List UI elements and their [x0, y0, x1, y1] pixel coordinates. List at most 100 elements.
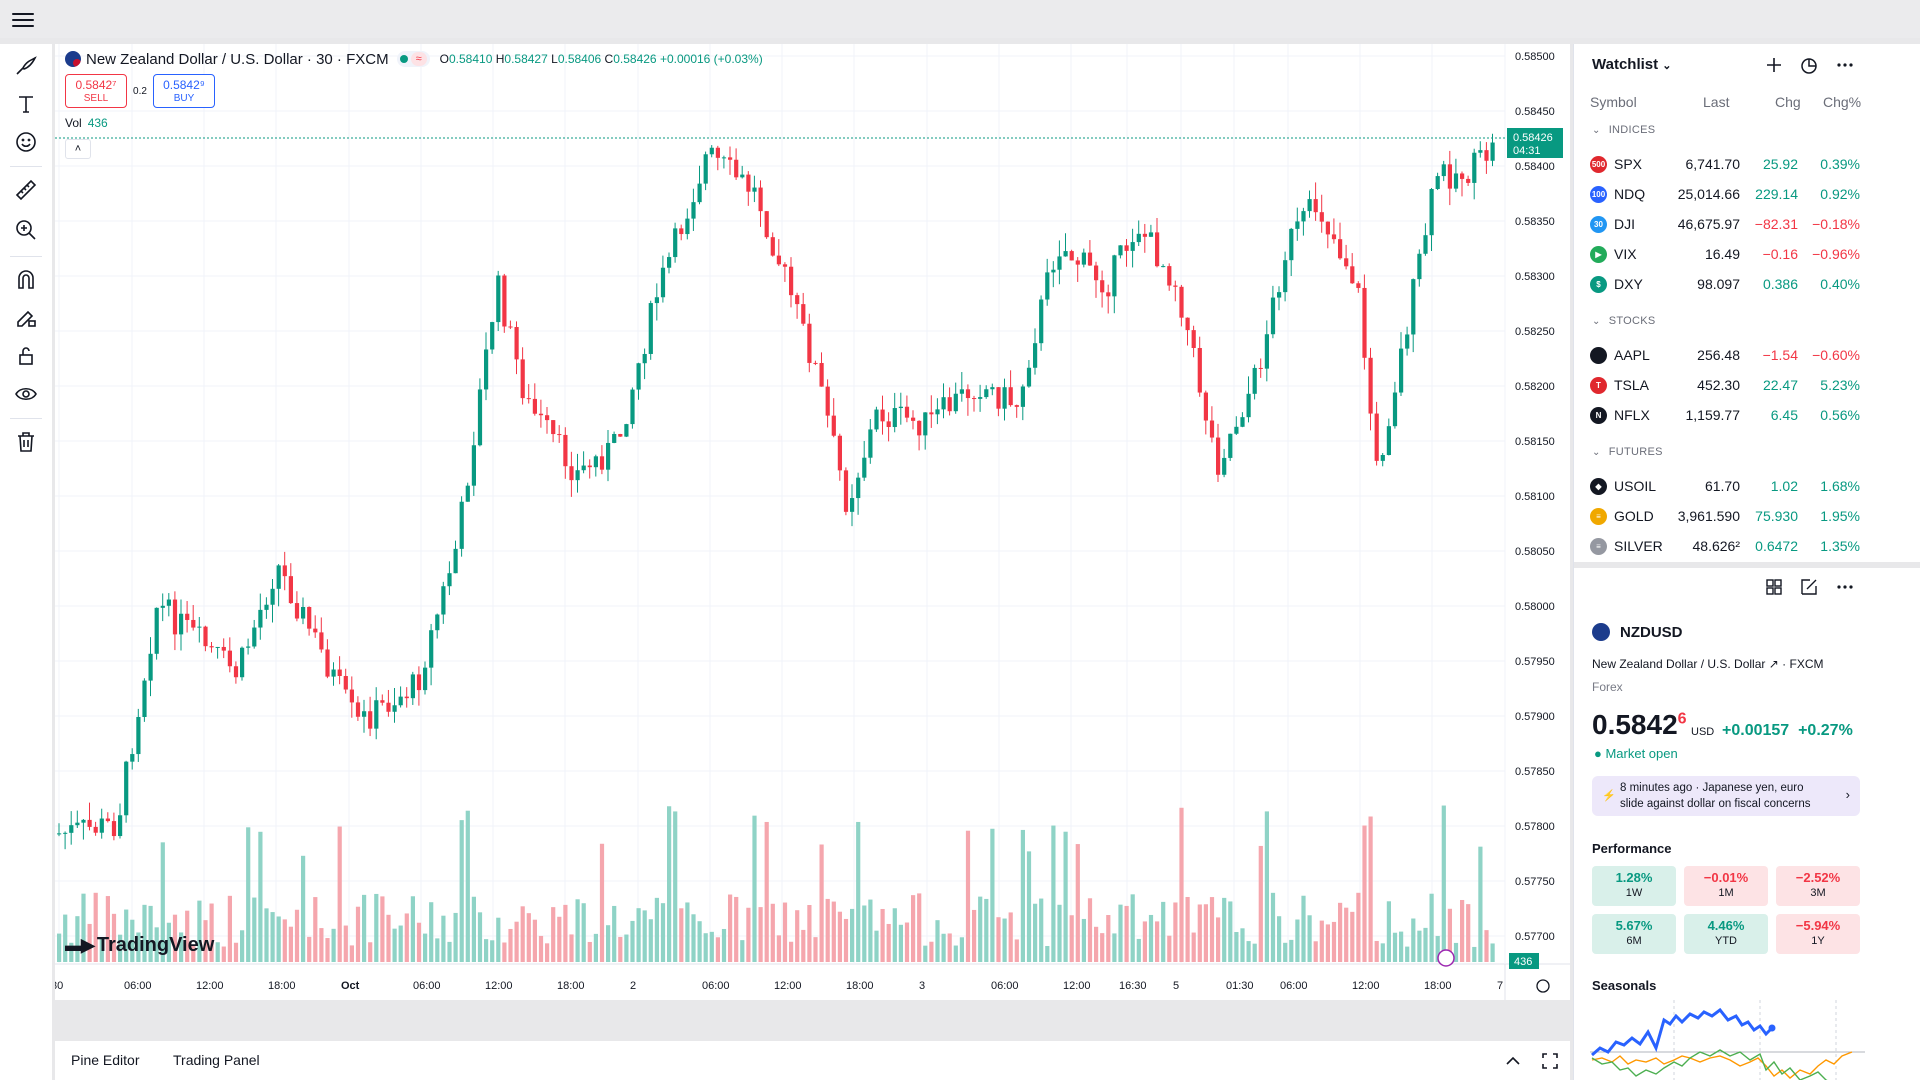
performance-1m[interactable]: −0.01% 1M — [1684, 866, 1768, 906]
volume-bar — [1289, 939, 1294, 962]
volume-bar — [630, 920, 635, 962]
market-status-pill[interactable]: ≈ — [396, 51, 430, 67]
candle-body — [1014, 405, 1019, 407]
price-currency: USD — [1691, 726, 1715, 738]
volume-bar — [911, 895, 916, 962]
last-price-tag — [1507, 128, 1563, 158]
details-symbol[interactable]: NZDUSD — [1592, 623, 1683, 641]
brush-icon[interactable] — [12, 52, 40, 80]
watchlist-row-ndq[interactable]: 100 NDQ 25,014.66 229.14 0.92% — [1574, 180, 1874, 210]
zoom-in-icon[interactable] — [12, 216, 40, 244]
performance-6m[interactable]: 5.67% 6M — [1592, 914, 1676, 954]
row-symbol: DJI — [1614, 216, 1635, 232]
watchlist-row-nflx[interactable]: N NFLX 1,159.77 6.45 0.56% — [1574, 401, 1874, 431]
candle-body — [593, 456, 598, 468]
candle-body — [941, 397, 946, 410]
volume-bar — [789, 941, 794, 962]
candle-body — [691, 202, 696, 219]
magnet-icon[interactable] — [12, 266, 40, 294]
performance-ytd[interactable]: 4.46% YTD — [1684, 914, 1768, 954]
watchlist-row-usoil[interactable]: ◆ USOIL 61.70 1.02 1.68% — [1574, 472, 1874, 502]
watchlist-row-vix[interactable]: ▶ VIX 16.49 −0.16 −0.96% — [1574, 240, 1874, 270]
time-axis-label: 12:00 — [485, 980, 513, 992]
watchlist-row-aapl[interactable]: AAPL 256.48 −1.54 −0.60% — [1574, 341, 1874, 371]
volume-bar — [831, 901, 836, 962]
candle-body — [1429, 188, 1434, 236]
price-chart[interactable]: 0.58500 0.58450 0.58400 0.58350 0.58300 0.582… — [55, 44, 1570, 1000]
row-change-pct: 0.56% — [1820, 407, 1860, 423]
candle-body — [99, 818, 104, 833]
watchlist-row-dji[interactable]: 30 DJI 46,675.97 −82.31 −0.18% — [1574, 210, 1874, 240]
volume-tag-value: 436 — [1514, 956, 1532, 968]
candle-body — [374, 700, 379, 729]
tab-pine-editor[interactable]: Pine Editor — [71, 1052, 140, 1068]
volume-bar — [1087, 898, 1093, 962]
volume-bar — [624, 934, 629, 962]
col-chg[interactable]: Chg — [1775, 94, 1801, 110]
panel-divider[interactable] — [1570, 44, 1573, 1080]
time-axis-label: 30 — [55, 980, 63, 992]
time-axis-label: 06:00 — [991, 980, 1019, 992]
more-icon[interactable] — [1834, 54, 1856, 76]
col-last[interactable]: Last — [1703, 94, 1730, 110]
watchlist-row-tsla[interactable]: T TSLA 452.30 22.47 5.23% — [1574, 371, 1874, 401]
row-symbol: NDQ — [1614, 186, 1646, 202]
seasonals-title: Seasonals — [1592, 978, 1657, 993]
performance-1w[interactable]: 1.28% 1W — [1592, 866, 1676, 906]
ruler-icon[interactable] — [12, 176, 40, 204]
add-symbol-icon[interactable] — [1763, 54, 1785, 76]
section-stocks[interactable]: ⌄ STOCKS — [1592, 315, 1656, 327]
edit-note-icon[interactable] — [1798, 576, 1820, 598]
section-indices[interactable]: ⌄ INDICES — [1592, 124, 1656, 136]
candle-body — [856, 477, 861, 499]
text-icon[interactable] — [12, 90, 40, 118]
volume-bar — [886, 923, 891, 962]
candle-body — [386, 702, 391, 712]
candle-body — [673, 228, 678, 258]
col-symbol[interactable]: Symbol — [1590, 94, 1637, 110]
tab-trading-panel[interactable]: Trading Panel — [173, 1052, 260, 1068]
chevron-up-icon[interactable] — [1503, 1051, 1523, 1071]
section-futures[interactable]: ⌄ FUTURES — [1592, 446, 1663, 458]
sell-button[interactable]: 0.5842⁷ SELL — [65, 74, 127, 108]
menu-icon[interactable] — [12, 9, 34, 29]
volume-bar — [1331, 921, 1337, 962]
volume-bar — [465, 810, 470, 962]
buy-button[interactable]: 0.5842⁹ BUY — [153, 74, 215, 108]
grid-icon[interactable] — [1763, 576, 1785, 598]
chart-pane[interactable]: 0.58500 0.58450 0.58400 0.58350 0.58300 0.582… — [55, 44, 1570, 1000]
row-last: 1,159.77 — [1685, 407, 1741, 423]
performance-3m[interactable]: −2.52% 3M — [1776, 866, 1860, 906]
silver-logo-icon: ≡ — [1590, 538, 1607, 555]
news-item[interactable]: ⚡ 8 minutes ago · Japanese yen, euro sli… — [1592, 776, 1860, 816]
symbol-title[interactable]: New Zealand Dollar / U.S. Dollar · 30 · … — [86, 50, 389, 68]
price-change: +0.00157 +0.27% — [1722, 722, 1853, 739]
lock-icon[interactable] — [12, 342, 40, 370]
emoji-icon[interactable] — [12, 128, 40, 156]
candle-body — [557, 434, 562, 436]
pencil-lock-icon[interactable] — [12, 304, 40, 332]
eye-icon[interactable] — [12, 380, 40, 408]
col-chg-pct[interactable]: Chg% — [1823, 94, 1862, 110]
watchlist-row-gold[interactable]: ≡ GOLD 3,961.590 75.930 1.95% — [1574, 502, 1874, 532]
candle-body — [1441, 164, 1446, 177]
watchlist-row-dxy[interactable]: $ DXY 98.097 0.386 0.40% — [1574, 270, 1874, 300]
maximize-icon[interactable] — [1540, 1051, 1560, 1071]
volume-bar — [368, 942, 373, 962]
candle-body — [1362, 287, 1367, 358]
candle-body — [453, 548, 458, 574]
tradingview-logo[interactable]: ▬▶ TradingView — [65, 934, 215, 956]
watchlist-row-silver[interactable]: ≡ SILVER 48.626² 0.6472 1.35% — [1574, 532, 1874, 562]
advanced-view-icon[interactable] — [1798, 54, 1820, 76]
watchlist-row-spx[interactable]: 500 SPX 6,741.70 25.92 0.39% — [1574, 150, 1874, 180]
seasonals-chart[interactable] — [1590, 1000, 1865, 1080]
collapse-legend-button[interactable]: ˄ — [65, 139, 91, 159]
performance-1y[interactable]: −5.94% 1Y — [1776, 914, 1860, 954]
watchlist-title[interactable]: Watchlist ⌄ — [1592, 56, 1672, 73]
more-icon[interactable] — [1834, 576, 1856, 598]
volume-bar — [1490, 943, 1495, 962]
external-link-icon[interactable]: ↗ — [1768, 657, 1779, 671]
candle-body — [105, 818, 110, 822]
candle-body — [1106, 292, 1111, 297]
trash-icon[interactable] — [12, 428, 40, 456]
